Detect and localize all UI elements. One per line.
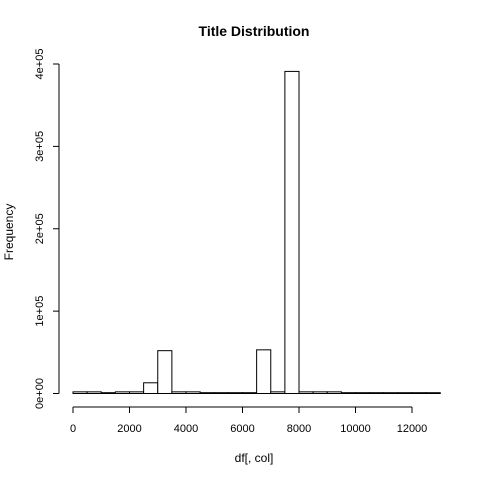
histogram-bar [199,392,215,394]
histogram-bar [86,391,102,395]
histogram-bar [383,392,399,395]
y-tick-label: 3e+05 [34,131,46,162]
x-tick-label: 10000 [340,423,371,435]
histogram-bar [425,392,441,395]
histogram-bar [227,392,244,394]
x-tick-label: 6000 [230,423,254,435]
x-axis-label: df[, col] [235,451,274,465]
histogram-bar [129,391,145,395]
histogram-bar [369,392,385,394]
histogram-bar [242,392,258,394]
histogram-bar [312,391,328,395]
histogram-bar [397,392,413,395]
x-tick-label: 0 [70,423,76,435]
bars-layer [72,70,441,395]
histogram-bar [355,392,371,394]
histogram-bar [213,392,229,394]
y-tick-label: 4e+05 [34,49,46,80]
y-tick-label: 0e+00 [34,378,46,409]
histogram-bar [100,392,116,394]
histogram-bar [171,391,187,395]
x-tick-label: 2000 [117,423,141,435]
y-tick-label: 2e+05 [34,213,46,244]
histogram-bar [411,392,427,394]
histogram-bar [143,382,159,395]
histogram-bar [298,391,314,395]
histogram-bar [72,391,88,395]
x-tick-label: 4000 [174,423,198,435]
x-axis: 0 2000 4000 6000 8000 10000 12000 [70,406,428,435]
histogram-bar [340,392,357,394]
x-tick-label: 12000 [397,423,428,435]
histogram-bar [284,70,300,394]
histogram-bar [270,391,286,395]
histogram-bar [256,349,272,394]
histogram-bar [185,391,201,395]
y-axis: 0e+00 1e+05 2e+05 3e+05 4e+05 [34,49,60,409]
histogram-bar [114,391,131,395]
y-tick-label: 1e+05 [34,296,46,327]
histogram-bar [326,391,342,395]
y-axis-label: Frequency [2,204,16,261]
histogram-bar [157,350,173,395]
x-tick-label: 8000 [287,423,311,435]
chart-title: Title Distribution [199,23,310,39]
